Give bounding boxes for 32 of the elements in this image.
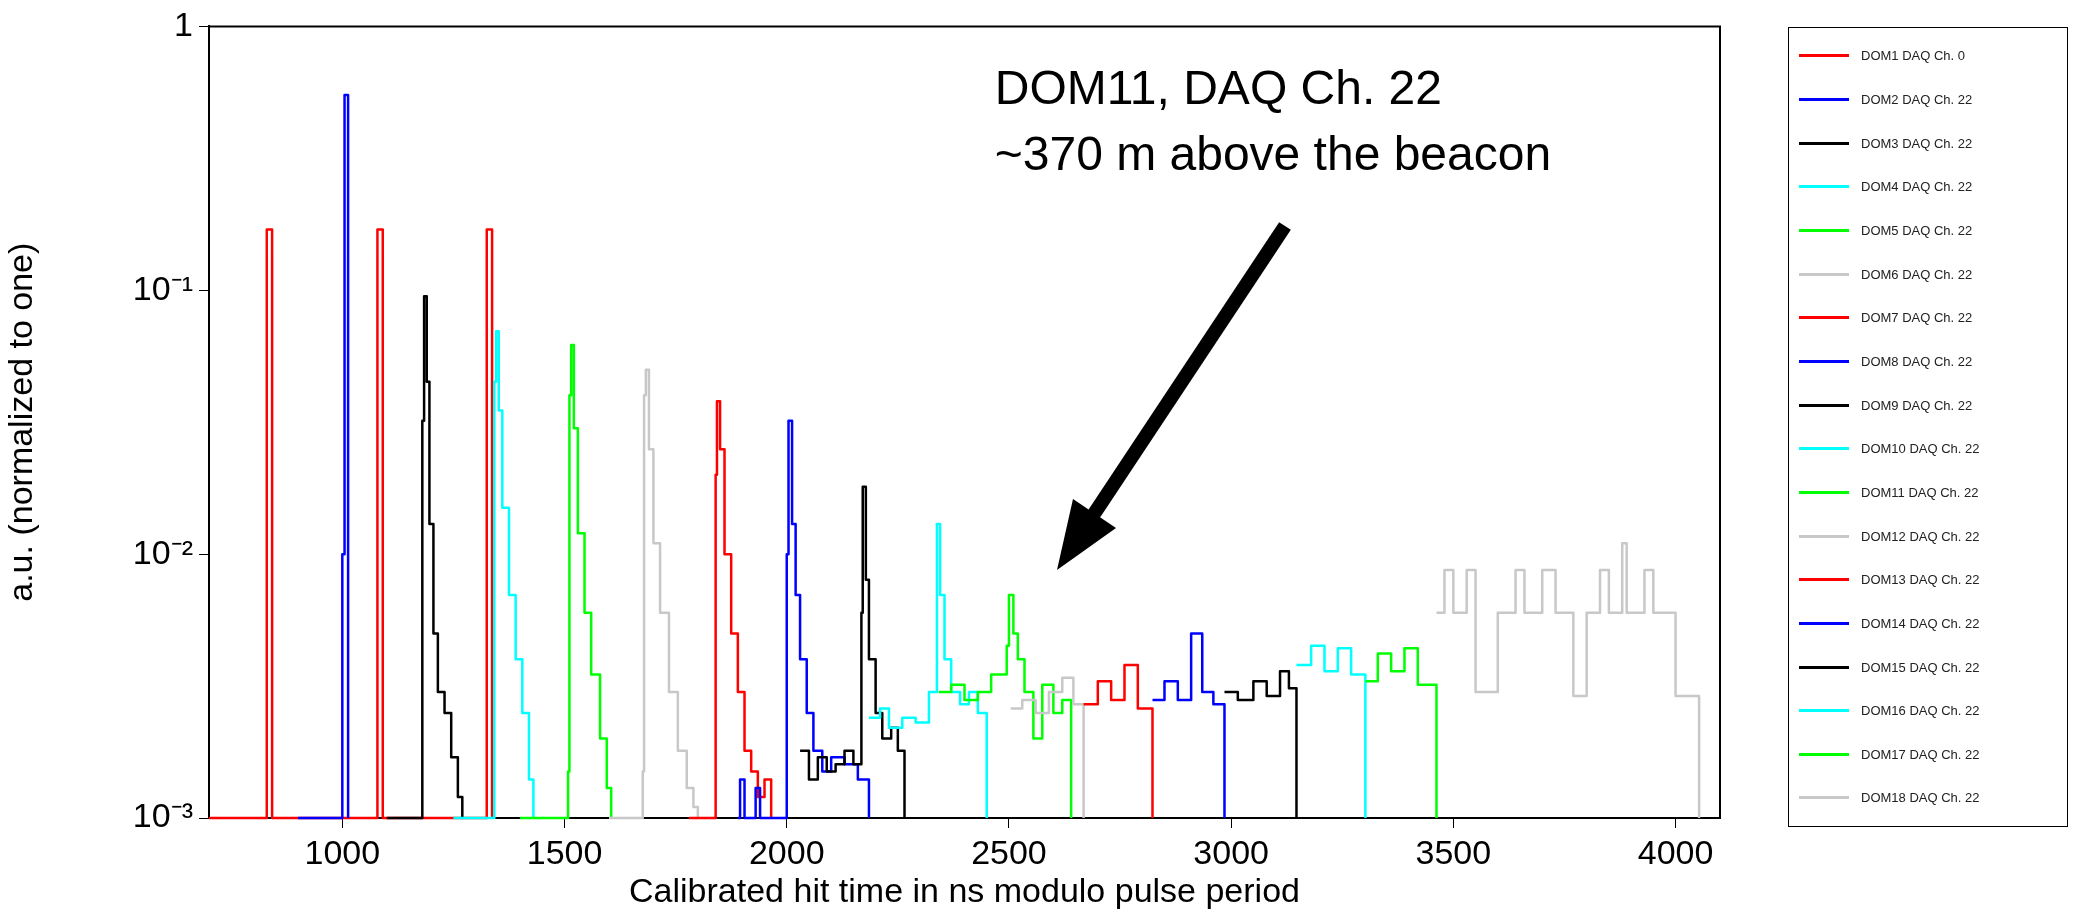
annotation: DOM11, DAQ Ch. 22 ~370 m above the beacon [994,61,1552,181]
x-tick-label: 1500 [526,832,603,871]
legend-label: DOM1 DAQ Ch. 0 [1861,48,1966,64]
legend-label: DOM5 DAQ Ch. 22 [1861,222,1973,238]
legend-label: DOM8 DAQ Ch. 22 [1861,353,1973,369]
x-tick-label: 1000 [304,832,381,871]
legend-label: DOM9 DAQ Ch. 22 [1861,397,1973,413]
legend-label: DOM13 DAQ Ch. 22 [1861,572,1980,588]
legend-label: DOM6 DAQ Ch. 22 [1861,266,1973,282]
legend-label: DOM4 DAQ Ch. 22 [1861,179,1973,195]
y-tick-label: 1 [174,4,193,43]
legend-label: DOM17 DAQ Ch. 22 [1861,746,1980,762]
x-tick-label: 3500 [1415,832,1492,871]
legend-label: DOM14 DAQ Ch. 22 [1861,615,1980,631]
x-tick-label: 4000 [1637,832,1714,871]
y-tick-label: 10⁻³ [132,796,193,835]
legend-label: DOM11 DAQ Ch. 22 [1861,484,1979,500]
legend-label: DOM2 DAQ Ch. 22 [1861,91,1973,107]
y-axis-title: a.u. (normalized to one) [0,242,39,602]
legend-label: DOM16 DAQ Ch. 22 [1861,703,1980,719]
x-axis-title: Calibrated hit time in ns modulo pulse period [629,870,1300,909]
legend-label: DOM18 DAQ Ch. 22 [1861,790,1980,806]
x-tick-label: 2000 [748,832,825,871]
x-tick-label: 3000 [1193,832,1269,871]
legend-label: DOM3 DAQ Ch. 22 [1861,135,1973,151]
legend-label: DOM12 DAQ Ch. 22 [1861,528,1980,544]
legend-label: DOM10 DAQ Ch. 22 [1861,441,1980,457]
x-tick-label: 2500 [971,832,1047,871]
y-tick-label: 10⁻² [132,532,193,571]
legend-label: DOM15 DAQ Ch. 22 [1861,659,1980,675]
legend-label: DOM7 DAQ Ch. 22 [1861,310,1973,326]
y-tick-label: 10⁻¹ [132,268,193,307]
